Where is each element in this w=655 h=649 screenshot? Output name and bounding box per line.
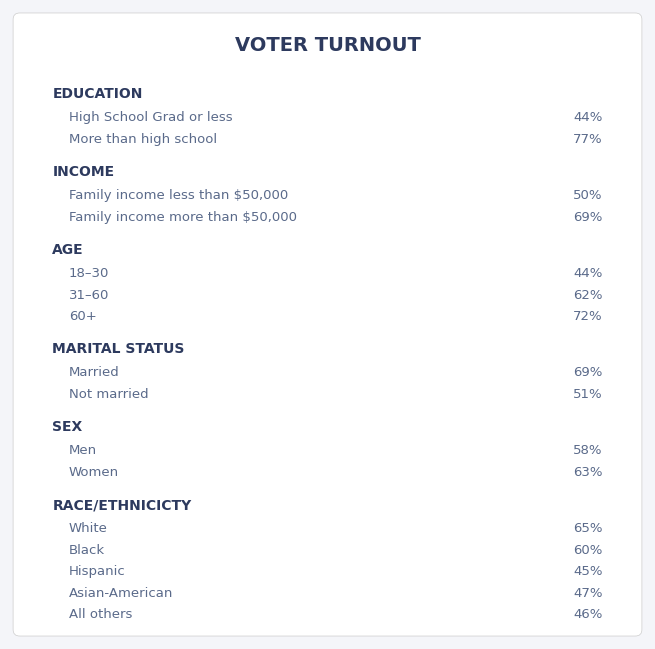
Text: Not married: Not married (69, 388, 149, 401)
Text: AGE: AGE (52, 243, 84, 257)
Text: Family income less than $50,000: Family income less than $50,000 (69, 190, 288, 202)
Text: RACE/ETHNICICTY: RACE/ETHNICICTY (52, 498, 192, 512)
Text: Hispanic: Hispanic (69, 565, 126, 578)
Text: VOTER TURNOUT: VOTER TURNOUT (234, 36, 421, 55)
Text: White: White (69, 522, 107, 535)
Text: 46%: 46% (573, 608, 603, 621)
Text: 47%: 47% (573, 587, 603, 600)
Text: 60+: 60+ (69, 310, 96, 323)
Text: 77%: 77% (573, 133, 603, 146)
Text: INCOME: INCOME (52, 165, 115, 179)
Text: 60%: 60% (573, 544, 603, 557)
Text: 44%: 44% (573, 267, 603, 280)
Text: 44%: 44% (573, 112, 603, 125)
Text: 31–60: 31–60 (69, 289, 109, 302)
Text: 72%: 72% (573, 310, 603, 323)
Text: All others: All others (69, 608, 132, 621)
Text: Asian-American: Asian-American (69, 587, 173, 600)
Text: 65%: 65% (573, 522, 603, 535)
Text: 50%: 50% (573, 190, 603, 202)
Text: Women: Women (69, 466, 119, 479)
Text: 18–30: 18–30 (69, 267, 109, 280)
Text: EDUCATION: EDUCATION (52, 88, 143, 101)
Text: 63%: 63% (573, 466, 603, 479)
Text: SEX: SEX (52, 421, 83, 434)
Text: 69%: 69% (573, 367, 603, 380)
Text: 62%: 62% (573, 289, 603, 302)
Text: 69%: 69% (573, 211, 603, 224)
Text: MARITAL STATUS: MARITAL STATUS (52, 343, 185, 356)
Text: Black: Black (69, 544, 105, 557)
Text: High School Grad or less: High School Grad or less (69, 112, 233, 125)
Text: Married: Married (69, 367, 119, 380)
FancyBboxPatch shape (13, 13, 642, 636)
Text: 58%: 58% (573, 445, 603, 458)
Text: More than high school: More than high school (69, 133, 217, 146)
Text: Men: Men (69, 445, 97, 458)
Text: 51%: 51% (573, 388, 603, 401)
Text: 45%: 45% (573, 565, 603, 578)
Text: Family income more than $50,000: Family income more than $50,000 (69, 211, 297, 224)
